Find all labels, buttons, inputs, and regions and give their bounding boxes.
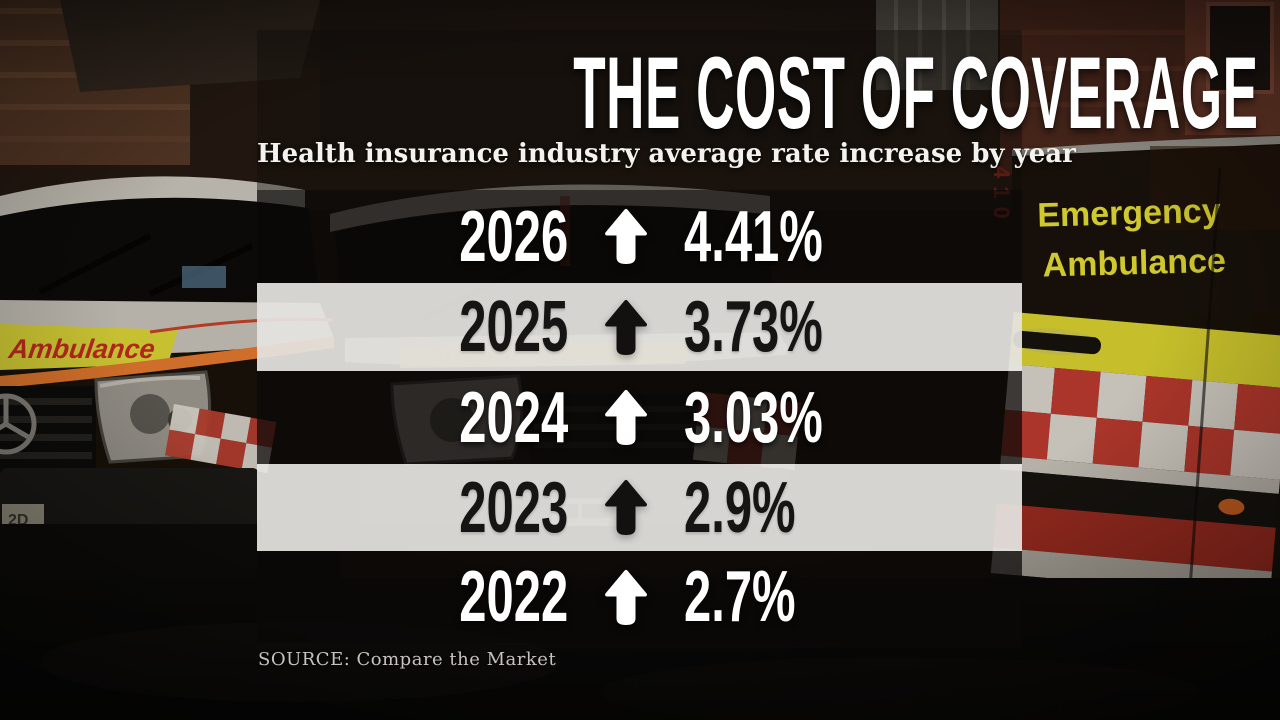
rate-value: 3.73% — [684, 287, 823, 367]
rate-value: 4.41% — [684, 196, 823, 277]
rate-row-2022: 2022 2.7% — [257, 551, 1022, 643]
emergency-sign-line1: Emergency — [1037, 192, 1221, 235]
hood-ambulance-text: Ambulance — [6, 333, 157, 364]
subtitle: Health insurance industry average rate i… — [257, 139, 1076, 169]
brick-wall-right — [1000, 0, 1280, 175]
mercedes-star-icon — [0, 393, 37, 455]
up-arrow-icon — [605, 479, 647, 536]
rate-value: 2.7% — [684, 557, 796, 637]
rate-row-2025: 2025 3.73% — [257, 283, 1022, 371]
arrow-cell — [568, 389, 684, 446]
year-label: 2023 — [459, 467, 568, 548]
rate-row-2026: 2026 4.41% — [257, 190, 1022, 283]
source-credit: SOURCE: Compare the Market — [258, 649, 557, 670]
up-arrow-icon — [605, 208, 647, 265]
emergency-sign-line2: Ambulance — [1042, 242, 1226, 285]
page-title: THE COST OF COVERAGE — [257, 42, 1258, 144]
year-label: 2026 — [459, 196, 568, 277]
arrow-cell — [568, 208, 684, 265]
arrow-cell — [568, 299, 684, 356]
rate-value: 3.03% — [684, 377, 823, 458]
up-arrow-icon — [605, 569, 647, 625]
year-label: 2022 — [459, 557, 568, 637]
page-title-text: THE COST OF COVERAGE — [573, 36, 1259, 150]
up-arrow-icon — [605, 389, 647, 446]
up-arrow-icon — [605, 299, 647, 355]
rate-value: 2.9% — [684, 467, 796, 548]
rate-row-2023: 2023 2.9% — [257, 464, 1022, 551]
arrow-cell — [568, 479, 684, 536]
rate-row-2024: 2024 3.03% — [257, 371, 1022, 464]
arrow-cell — [568, 569, 684, 626]
year-label: 2024 — [459, 377, 568, 458]
pavement — [0, 578, 1280, 720]
year-label: 2025 — [459, 287, 568, 367]
